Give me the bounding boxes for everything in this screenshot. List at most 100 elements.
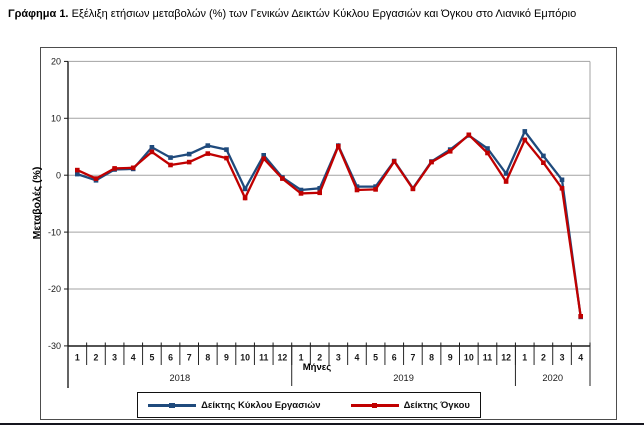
legend-box: Δείκτης Κύκλου Εργασιών Δείκτης Όγκου (137, 392, 481, 418)
series-0-marker (559, 177, 565, 183)
series-1-marker (130, 165, 136, 171)
figure-title: Γράφημα 1. Εξέλιξη ετήσιων μεταβολών (%)… (8, 7, 640, 21)
series-0-marker (186, 151, 192, 157)
series-1-marker (261, 156, 266, 161)
series-1-marker (317, 190, 322, 196)
series-1-marker (336, 143, 341, 149)
month-tick-label: 9 (224, 353, 229, 363)
series-0-marker (354, 184, 360, 189)
series-1-marker (559, 186, 565, 191)
series-0-marker (224, 147, 229, 152)
y-tick-label: -10 (48, 227, 61, 237)
month-tick-label: 3 (336, 353, 341, 363)
series-0-marker (485, 146, 490, 151)
month-tick-label: 12 (277, 353, 287, 363)
series-1-marker (391, 159, 397, 164)
series-1-marker (75, 167, 80, 173)
series-0-marker (503, 171, 509, 176)
series-0-marker (317, 186, 322, 191)
month-tick-label: 4 (578, 353, 583, 363)
month-tick-label: 4 (131, 353, 136, 363)
month-tick-label: 12 (501, 353, 511, 363)
month-tick-label: 7 (410, 353, 415, 363)
series-1-marker (186, 159, 192, 165)
series-1-marker (149, 149, 155, 155)
series-1-marker (485, 150, 490, 156)
series-0-marker (373, 184, 378, 189)
month-tick-label: 5 (373, 353, 378, 363)
series-1-marker (429, 159, 434, 165)
year-label: 2018 (170, 373, 191, 383)
legend-square-marker-icon (169, 402, 175, 408)
month-tick-label: 9 (448, 353, 453, 363)
series-0-marker (261, 153, 266, 158)
y-tick-label: 0 (56, 170, 61, 180)
figure-title-prefix: Γράφημα 1. (8, 8, 69, 20)
series-1-marker (205, 151, 211, 156)
y-axis-title: Μεταβολές (%) (31, 166, 43, 240)
series-1-marker (242, 195, 248, 201)
legend-line-sample-volume (350, 402, 399, 409)
legend-square-marker-icon (371, 402, 378, 408)
series-1-marker (354, 187, 360, 193)
series-1-marker (503, 179, 509, 184)
series-1-marker (112, 166, 117, 171)
legend-item-volume-index: Δείκτης Όγκου (350, 399, 470, 411)
x-axis-title: Μήνες (302, 362, 332, 373)
month-tick-label: 6 (168, 353, 173, 363)
series-1-marker (522, 137, 528, 143)
month-tick-label: 2 (541, 353, 546, 363)
series-1-marker (541, 160, 546, 165)
month-tick-label: 10 (240, 353, 250, 363)
series-1-marker (280, 176, 285, 181)
month-tick-label: 8 (205, 353, 210, 363)
series-0-marker (149, 145, 155, 150)
series-0-marker (75, 171, 80, 177)
series-1-marker (224, 155, 229, 161)
month-tick-label: 2 (317, 353, 322, 363)
legend-item-turnover-index: Δείκτης Κύκλου Εργασιών (148, 400, 321, 411)
series-1-marker (466, 132, 472, 138)
year-label: 2019 (393, 373, 414, 383)
month-tick-label: 1 (75, 353, 80, 363)
y-tick-label: 20 (51, 57, 61, 67)
series-0-marker (298, 187, 304, 193)
series-1-marker (578, 314, 583, 319)
month-tick-label: 5 (149, 353, 154, 363)
series-1-marker (410, 186, 416, 192)
series-0-marker (522, 129, 528, 134)
month-tick-label: 1 (522, 353, 527, 363)
month-tick-label: 3 (560, 353, 565, 363)
month-tick-label: 4 (355, 353, 360, 363)
month-tick-label: 7 (187, 353, 192, 363)
figure-title-text: Εξέλιξη ετήσιων μεταβολών (%) των Γενικώ… (71, 8, 577, 20)
series-0-marker (541, 153, 546, 159)
y-tick-label: -30 (48, 341, 61, 351)
month-tick-label: 3 (112, 353, 117, 363)
legend-line-sample-turnover (148, 402, 197, 409)
series-0-marker (168, 155, 173, 160)
series-0-marker (242, 186, 248, 192)
legend-label-turnover: Δείκτης Κύκλου Εργασιών (201, 399, 321, 411)
series-0-marker (205, 143, 211, 148)
series-1-marker (168, 162, 173, 168)
series-line-1 (76, 133, 582, 317)
year-label: 2020 (542, 373, 563, 383)
month-tick-label: 8 (429, 353, 434, 363)
month-tick-label: 10 (464, 353, 474, 363)
legend-label-volume: Δείκτης Όγκου (403, 399, 470, 411)
month-tick-label: 6 (392, 353, 397, 363)
month-tick-label: 11 (483, 353, 492, 363)
month-tick-label: 2 (94, 353, 99, 363)
y-tick-label: -20 (48, 284, 61, 294)
month-tick-label: 11 (259, 353, 268, 363)
page-bottom-rule (0, 423, 644, 425)
series-1-marker (298, 191, 304, 196)
series-1-marker (93, 176, 99, 181)
y-tick-label: 10 (51, 114, 61, 124)
series-1-marker (373, 187, 378, 192)
series-1-marker (447, 149, 453, 154)
month-tick-label: 1 (299, 353, 304, 363)
